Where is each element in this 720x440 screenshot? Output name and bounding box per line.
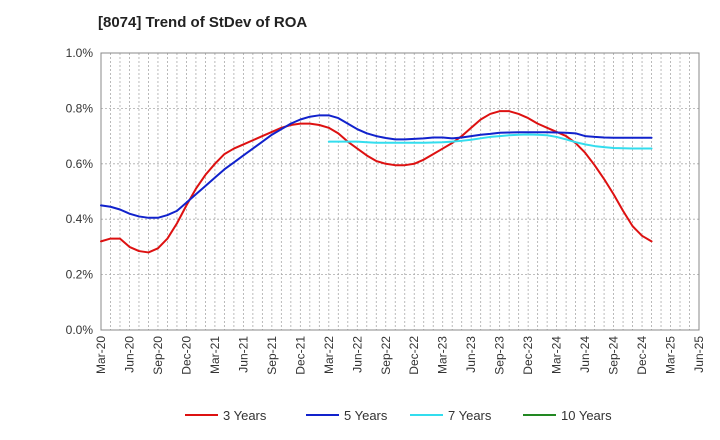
y-tick-label: 0.0%: [66, 323, 94, 337]
grid: [101, 53, 699, 330]
series-line-5-years: [100, 114, 653, 219]
y-axis-ticks: 0.0% 0.2% 0.4% 0.6% 0.8% 1.0%: [66, 46, 94, 337]
legend: 3 Years 5 Years 7 Years 10 Years: [185, 408, 612, 423]
x-tick-label: Jun-25: [692, 336, 706, 373]
x-tick-label: Mar-25: [664, 336, 678, 374]
x-tick-label: Jun-23: [464, 336, 478, 373]
x-tick-label: Jun-20: [122, 336, 136, 373]
x-tick-label: Dec-22: [407, 336, 421, 375]
series-lines: [100, 110, 653, 254]
plot-frame: [100, 52, 700, 331]
legend-label: 10 Years: [561, 408, 612, 423]
x-tick-label: Jun-22: [350, 336, 364, 373]
y-tick-label: 0.6%: [66, 157, 94, 171]
chart-title: [8074] Trend of StDev of ROA: [98, 14, 308, 31]
x-tick-label: Sep-20: [151, 336, 165, 375]
series-line-7-years: [327, 133, 653, 150]
x-tick-label: Dec-23: [521, 336, 535, 375]
x-tick-label: Mar-21: [208, 336, 222, 374]
x-tick-label: Jun-21: [236, 336, 250, 373]
x-tick-label: Sep-21: [265, 336, 279, 375]
legend-label: 5 Years: [344, 408, 388, 423]
y-tick-label: 0.8%: [66, 101, 94, 115]
x-tick-label: Mar-22: [322, 336, 336, 374]
x-tick-label: Dec-24: [635, 336, 649, 375]
x-tick-label: Dec-21: [293, 336, 307, 375]
legend-label: 7 Years: [448, 408, 492, 423]
y-tick-label: 0.4%: [66, 212, 94, 226]
x-tick-label: Sep-24: [607, 336, 621, 375]
x-tick-label: Dec-20: [179, 336, 193, 375]
x-tick-label: Mar-24: [550, 336, 564, 374]
x-axis-ticks: Mar-20 Jun-20 Sep-20 Dec-20 Mar-21 Jun-21 Sep-…: [94, 336, 706, 375]
x-tick-label: Sep-22: [379, 336, 393, 375]
y-tick-label: 0.2%: [66, 268, 94, 282]
x-tick-label: Mar-20: [94, 336, 108, 374]
y-tick-label: 1.0%: [66, 46, 94, 60]
x-tick-label: Mar-23: [436, 336, 450, 374]
x-tick-label: Sep-23: [493, 336, 507, 375]
x-tick-label: Jun-24: [578, 336, 592, 373]
legend-label: 3 Years: [223, 408, 267, 423]
